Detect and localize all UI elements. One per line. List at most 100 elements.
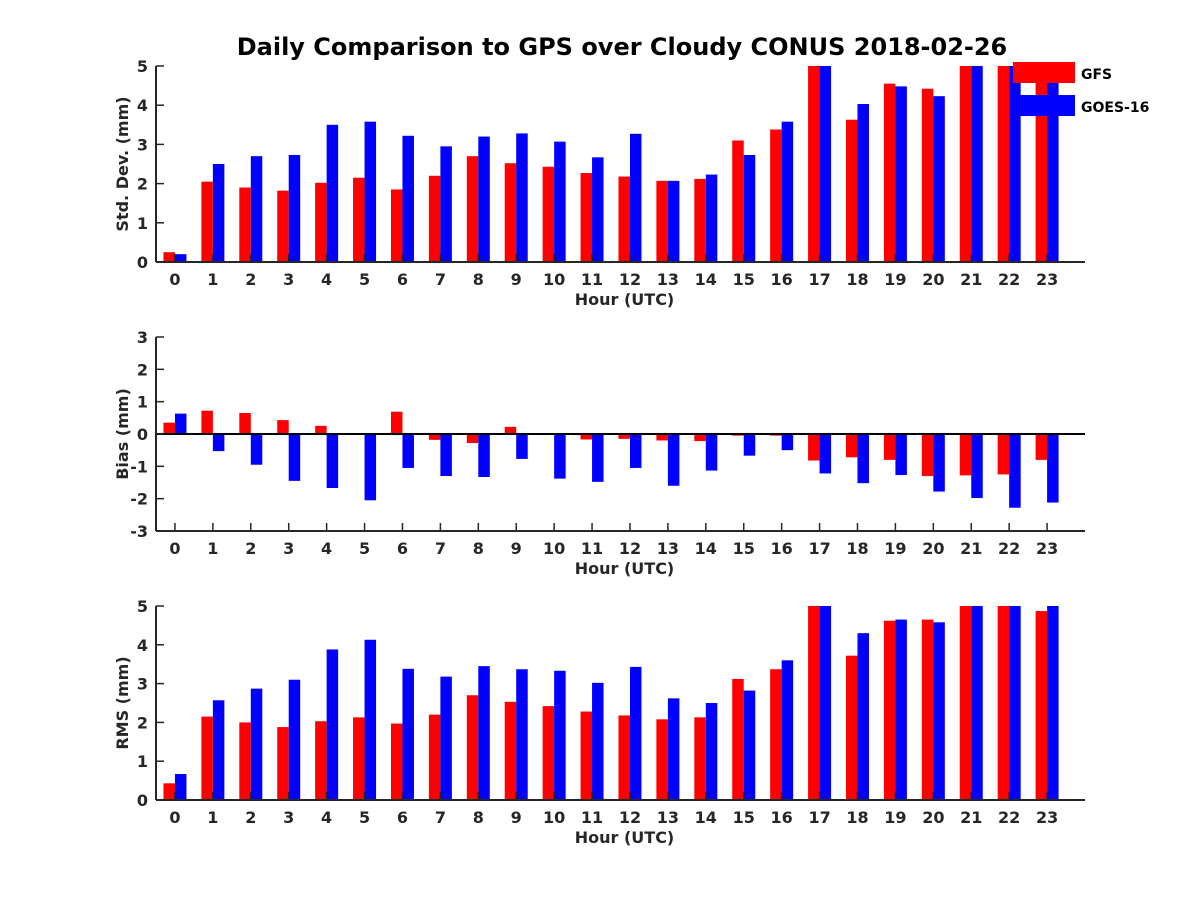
bar-rms-gfs-9: [504, 701, 517, 800]
bar-rms-gfs-0: [163, 783, 175, 800]
x-tick-label: 5: [359, 808, 370, 827]
x-tick-label: 5: [359, 539, 370, 558]
x-tick-label: 0: [169, 808, 180, 827]
bar-bias-goes16-11: [592, 434, 604, 482]
bar-std-gfs-11: [580, 173, 593, 262]
legend-label-goes16: GOES-16: [1081, 100, 1149, 116]
bar-std-goes16-22: [1009, 66, 1021, 262]
bar-bias-gfs-3: [277, 420, 289, 434]
y-tick-label: -1: [130, 457, 148, 476]
x-tick-label: 17: [808, 539, 830, 558]
x-tick-label: 12: [619, 270, 641, 289]
bar-rms-gfs-7: [428, 714, 441, 800]
bar-std-gfs-1: [201, 181, 213, 262]
bar-std-gfs-22: [997, 66, 1010, 262]
bar-bias-goes16-19: [895, 434, 907, 476]
y-tick-label: -3: [130, 522, 148, 541]
x-tick-label: 20: [922, 808, 944, 827]
bar-rms-goes16-22: [1009, 606, 1021, 800]
x-tick-label: 20: [922, 539, 944, 558]
bar-bias-gfs-0: [163, 422, 175, 434]
bar-bias-gfs-21: [959, 434, 972, 476]
bar-std-goes16-0: [174, 254, 187, 262]
x-tick-label: 3: [283, 808, 294, 827]
y-tick-label: 1: [137, 214, 148, 233]
y-axis-label: RMS (mm): [113, 656, 132, 749]
bar-bias-goes16-9: [516, 434, 528, 459]
x-tick-label: 18: [846, 270, 868, 289]
bar-bias-gfs-9: [504, 426, 517, 434]
x-tick-label: 10: [543, 539, 565, 558]
bar-bias-gfs-2: [239, 412, 251, 434]
legend: GFS GOES-16: [1013, 62, 1149, 116]
x-tick-label: 7: [435, 270, 446, 289]
bar-rms-goes16-23: [1047, 606, 1059, 800]
bar-std-gfs-4: [315, 182, 327, 262]
bar-std-goes16-21: [971, 66, 983, 262]
chart-title: Daily Comparison to GPS over Cloudy CONU…: [237, 33, 1008, 61]
x-tick-label: 11: [581, 808, 603, 827]
bar-std-goes16-13: [667, 180, 680, 262]
x-tick-label: 14: [695, 270, 717, 289]
bar-rms-goes16-9: [516, 669, 528, 800]
bar-rms-gfs-10: [542, 706, 555, 800]
y-tick-label: 5: [137, 597, 148, 616]
x-tick-label: 6: [397, 270, 408, 289]
bar-bias-goes16-4: [326, 434, 339, 488]
bar-rms-goes16-20: [933, 622, 945, 800]
x-tick-label: 1: [207, 270, 218, 289]
bar-bias-gfs-7: [428, 434, 441, 440]
bar-std-goes16-2: [250, 156, 263, 262]
bar-bias-goes16-8: [478, 434, 490, 478]
x-tick-label: 21: [960, 539, 982, 558]
y-tick-label: 2: [137, 360, 148, 379]
x-tick-label: 4: [321, 539, 332, 558]
x-tick-label: 10: [543, 270, 565, 289]
x-tick-label: 23: [1036, 270, 1058, 289]
bar-rms-gfs-23: [1035, 611, 1048, 800]
bar-std-gfs-0: [163, 252, 175, 262]
bar-rms-goes16-1: [212, 700, 225, 800]
y-axis-label: Std. Dev. (mm): [113, 96, 132, 231]
bar-rms-gfs-14: [694, 717, 706, 800]
x-axis-label: Hour (UTC): [575, 290, 675, 309]
bar-rms-gfs-11: [580, 711, 593, 800]
bar-std-gfs-15: [732, 140, 744, 262]
bar-rms-goes16-16: [781, 660, 794, 800]
x-tick-label: 23: [1036, 539, 1058, 558]
x-tick-label: 8: [473, 808, 484, 827]
bar-std-goes16-10: [554, 141, 566, 262]
y-tick-label: 4: [137, 96, 148, 115]
x-tick-label: 8: [473, 539, 484, 558]
bar-std-gfs-21: [959, 66, 972, 262]
bar-std-gfs-13: [656, 180, 668, 262]
x-tick-label: 7: [435, 539, 446, 558]
bar-std-gfs-18: [845, 119, 858, 262]
x-tick-label: 13: [657, 270, 679, 289]
bar-std-goes16-9: [516, 133, 528, 262]
x-tick-label: 2: [245, 539, 256, 558]
bar-std-goes16-6: [402, 135, 414, 262]
bar-rms-goes16-17: [819, 606, 832, 800]
bar-rms-goes16-3: [288, 679, 301, 800]
bar-bias-goes16-12: [629, 434, 642, 468]
y-tick-label: 2: [137, 713, 148, 732]
y-tick-label: 4: [137, 636, 148, 655]
bar-bias-goes16-2: [250, 434, 263, 465]
x-tick-label: 3: [283, 270, 294, 289]
bar-std-goes16-15: [743, 154, 756, 262]
x-tick-label: 13: [657, 539, 679, 558]
bar-bias-gfs-22: [997, 434, 1010, 475]
bar-rms-gfs-8: [466, 695, 479, 800]
bar-bias-gfs-19: [883, 434, 896, 460]
bar-rms-goes16-0: [174, 774, 187, 800]
bar-bias-goes16-6: [402, 434, 414, 468]
bar-std-goes16-1: [212, 164, 225, 262]
x-tick-label: 21: [960, 808, 982, 827]
bar-rms-goes16-21: [971, 606, 983, 800]
bar-rms-gfs-15: [732, 678, 744, 800]
x-tick-label: 16: [771, 270, 793, 289]
bar-bias-goes16-17: [819, 434, 832, 474]
bar-bias-goes16-15: [743, 434, 756, 456]
x-tick-label: 19: [884, 270, 906, 289]
